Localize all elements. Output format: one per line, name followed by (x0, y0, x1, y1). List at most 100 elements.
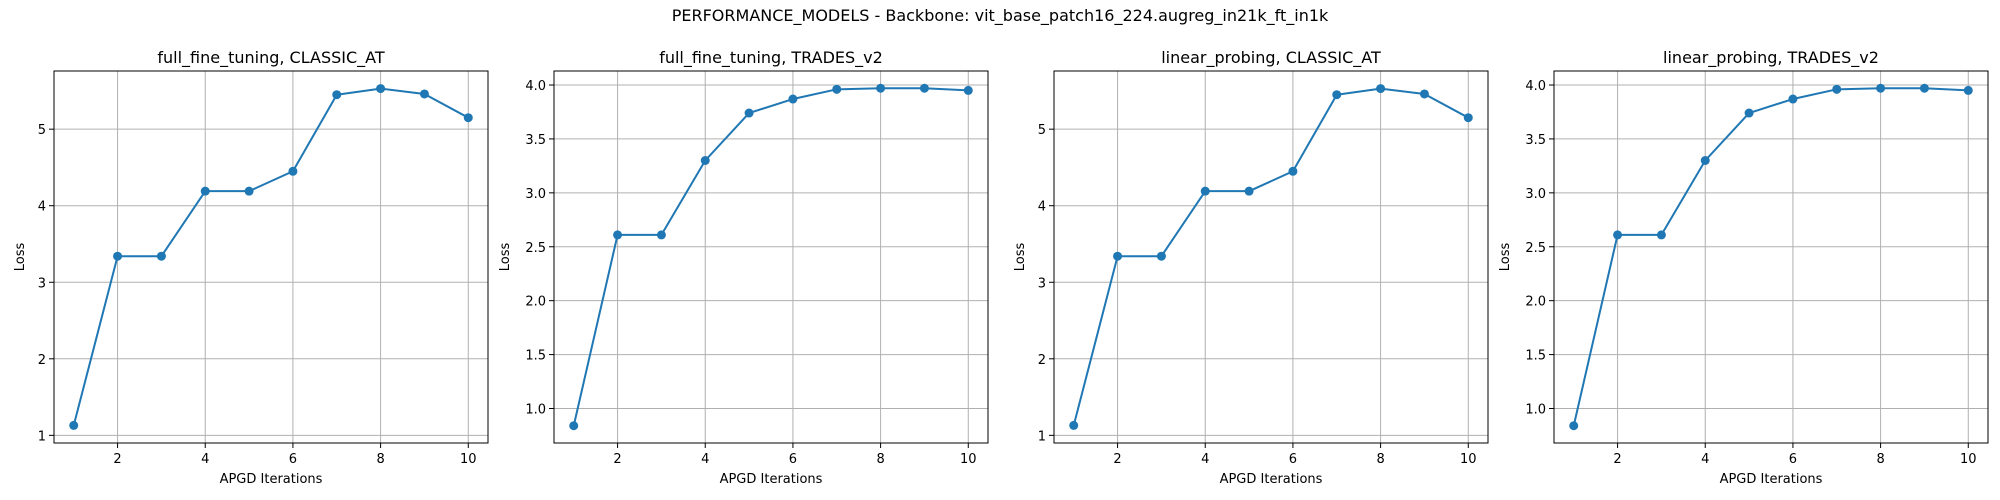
x-tick-label: 6 (289, 452, 297, 467)
y-tick-label: 1.5 (525, 349, 546, 364)
y-tick-label: 3.0 (1525, 187, 1546, 202)
subplot-title: linear_probing, TRADES_v2 (1663, 48, 1879, 68)
x-axis-label: APGD Iterations (220, 472, 323, 487)
figure-suptitle: PERFORMANCE_MODELS - Backbone: vit_base_… (671, 6, 1329, 25)
y-axis-label: Loss (13, 243, 28, 272)
x-tick-label: 8 (876, 452, 884, 467)
y-tick-label: 5 (38, 123, 46, 138)
data-point (113, 251, 123, 261)
data-point (1569, 421, 1579, 431)
y-tick-label: 5 (1038, 123, 1046, 138)
x-axis-label: APGD Iterations (1720, 472, 1823, 487)
x-tick-label: 6 (1789, 452, 1797, 467)
data-point (1332, 90, 1342, 100)
data-point (69, 420, 79, 430)
axes-frame (53, 70, 489, 444)
x-tick-label: 10 (1460, 452, 1477, 467)
y-tick-label: 3.5 (1525, 133, 1546, 148)
y-tick-label: 4.0 (525, 79, 546, 94)
y-tick-label: 1.5 (1525, 349, 1546, 364)
subplot-title: full_fine_tuning, TRADES_v2 (659, 48, 883, 68)
data-point (1744, 108, 1754, 118)
y-tick-label: 4 (1038, 200, 1046, 215)
y-tick-label: 3.5 (525, 133, 546, 148)
data-point (376, 84, 386, 94)
data-point (1832, 84, 1842, 94)
y-tick-label: 2.5 (1525, 241, 1546, 256)
series-line (72, 87, 469, 426)
data-point (288, 166, 298, 176)
data-point (1200, 186, 1210, 196)
series-line (1572, 87, 1969, 426)
data-point (463, 113, 473, 123)
x-tick-label: 2 (613, 452, 621, 467)
data-point (1613, 230, 1623, 240)
data-point (1244, 186, 1254, 196)
x-tick-label: 10 (460, 452, 477, 467)
data-point (1700, 155, 1710, 165)
y-tick-label: 1 (1038, 429, 1046, 444)
subplot-title: full_fine_tuning, CLASSIC_AT (157, 48, 385, 68)
data-point (1788, 94, 1798, 104)
subplot-4: 2 4 6 8 10 1.0 1.5 2.0 2.5 3.0 3.5 4.0 linear_probin… (1498, 48, 1989, 487)
axes-frame (1053, 70, 1489, 444)
data-point (1963, 85, 1973, 95)
data-point (832, 84, 842, 94)
x-tick-label: 4 (1201, 452, 1209, 467)
data-point (700, 155, 710, 165)
data-point (876, 83, 886, 93)
x-tick-label: 4 (701, 452, 709, 467)
data-point (744, 108, 754, 118)
data-point (156, 251, 166, 261)
data-point (1113, 251, 1123, 261)
x-tick-label: 8 (376, 452, 384, 467)
y-tick-label: 1.0 (1525, 402, 1546, 417)
y-tick-label: 2.5 (525, 241, 546, 256)
x-tick-label: 2 (1113, 452, 1121, 467)
axes-frame (1553, 70, 1989, 444)
y-tick-label: 2 (38, 353, 46, 368)
series-line (572, 87, 969, 426)
plot-area (1554, 71, 1988, 443)
data-point (1069, 420, 1079, 430)
plot-area (554, 71, 988, 443)
x-tick-label: 6 (1289, 452, 1297, 467)
y-tick-label: 3 (1038, 276, 1046, 291)
x-tick-label: 10 (1960, 452, 1977, 467)
data-point (1419, 89, 1429, 99)
x-axis-label: APGD Iterations (720, 472, 823, 487)
x-tick-label: 8 (1876, 452, 1884, 467)
data-point (419, 89, 429, 99)
y-tick-label: 1.0 (525, 402, 546, 417)
x-tick-label: 10 (960, 452, 977, 467)
axes-frame (553, 70, 989, 444)
y-tick-label: 4 (38, 200, 46, 215)
data-point (1156, 251, 1166, 261)
data-point (1656, 230, 1666, 240)
x-tick-label: 6 (789, 452, 797, 467)
y-tick-label: 3.0 (525, 187, 546, 202)
data-point (1919, 83, 1929, 93)
x-tick-label: 2 (1613, 452, 1621, 467)
subplot-title: linear_probing, CLASSIC_AT (1161, 48, 1381, 68)
data-point (963, 85, 973, 95)
y-tick-label: 2.0 (525, 295, 546, 310)
y-tick-label: 4.0 (1525, 79, 1546, 94)
x-tick-label: 8 (1376, 452, 1384, 467)
y-tick-label: 2 (1038, 353, 1046, 368)
y-axis-label: Loss (498, 243, 513, 272)
x-tick-label: 2 (113, 452, 121, 467)
data-point (200, 186, 210, 196)
y-axis-label: Loss (1498, 243, 1513, 272)
data-point (1376, 84, 1386, 94)
y-tick-label: 1 (38, 429, 46, 444)
series-line (1072, 87, 1469, 426)
data-point (919, 83, 929, 93)
data-point (1288, 166, 1298, 176)
data-point (788, 94, 798, 104)
y-tick-label: 2.0 (1525, 295, 1546, 310)
data-point (613, 230, 623, 240)
data-point (1876, 83, 1886, 93)
